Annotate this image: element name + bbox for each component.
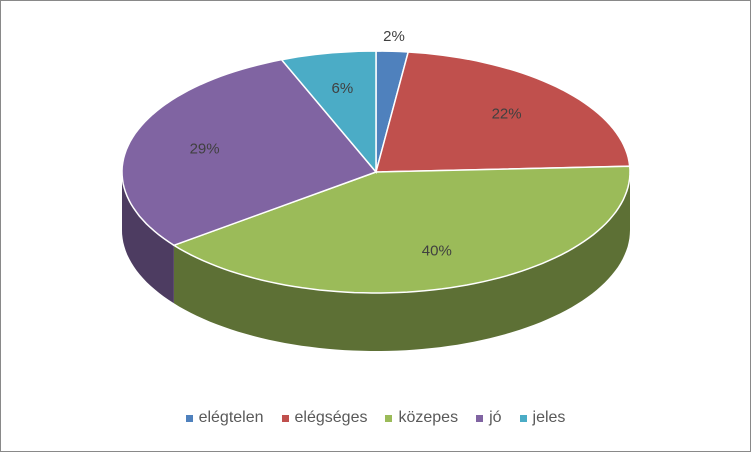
legend-item: jó <box>476 409 502 427</box>
data-label: 6% <box>332 80 354 97</box>
legend-label: elégtelen <box>198 409 264 426</box>
legend-swatch <box>185 414 193 422</box>
slice <box>375 51 631 173</box>
data-label: 2% <box>383 28 405 45</box>
legend-label: jeles <box>532 409 566 426</box>
slice-side <box>173 172 630 351</box>
slice-side <box>122 172 174 304</box>
legend-label: közepes <box>398 409 459 426</box>
data-label: 29% <box>190 140 220 157</box>
slice <box>280 50 377 175</box>
data-label: 40% <box>422 243 452 260</box>
legend-swatch <box>281 414 289 422</box>
legend-item: közepes <box>385 409 458 427</box>
legend-item: elégséges <box>281 409 368 427</box>
data-label: 22% <box>492 105 522 122</box>
slice <box>121 58 378 247</box>
legend-label: jó <box>489 409 502 426</box>
legend-swatch <box>519 414 527 422</box>
legend-label: elégséges <box>294 409 368 426</box>
legend: elégtelen elégséges közepes jó jeles <box>1 409 750 427</box>
slice <box>172 165 631 294</box>
legend-item: jeles <box>519 409 566 427</box>
legend-swatch <box>476 414 484 422</box>
legend-item: elégtelen <box>185 409 264 427</box>
legend-swatch <box>385 414 393 422</box>
